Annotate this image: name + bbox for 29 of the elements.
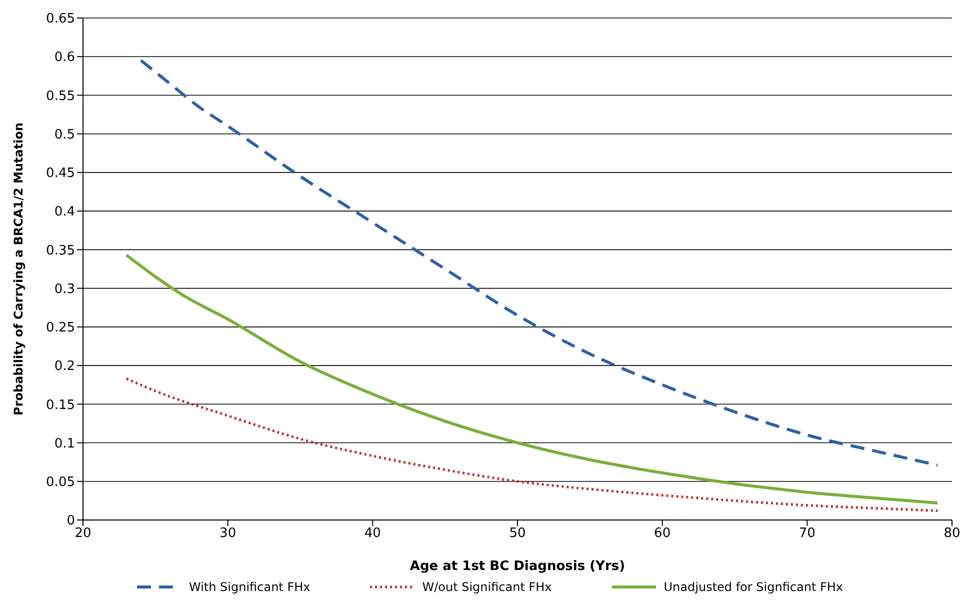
y-tick-label: 0.6: [54, 50, 75, 66]
x-tick-label: 70: [798, 526, 816, 542]
y-tick-label: 0.1: [54, 436, 75, 452]
x-tick-label: 20: [74, 526, 92, 542]
y-tick-label: 0.65: [46, 12, 75, 27]
y-tick-label: 0.25: [46, 320, 75, 336]
legend-label: With Significant FHx: [188, 580, 310, 594]
x-tick-label: 40: [364, 526, 381, 542]
y-tick-label: 0.45: [46, 166, 75, 182]
x-tick-label: 50: [509, 526, 526, 542]
legend-label: W/out Significant FHx: [422, 580, 552, 594]
line-series: [139, 58, 940, 467]
x-tick-label: 80: [944, 526, 960, 542]
y-tick-label: 0.5: [54, 127, 75, 142]
line-series: [124, 254, 940, 505]
y-tick-label: 0: [66, 514, 75, 529]
y-tick-label: 0.05: [46, 475, 75, 490]
y-tick-label: 0.35: [46, 243, 75, 258]
y-tick-label: 0.3: [54, 282, 75, 297]
y-tick-label: 0.55: [46, 88, 75, 104]
y-tick-label: 0.4: [54, 204, 75, 220]
line-series: [125, 377, 939, 512]
y-tick-label: 0.2: [54, 359, 75, 374]
x-axis-title: Age at 1st BC Diagnosis (Yrs): [410, 559, 626, 574]
legend-label: Unadjusted for Signficant FHx: [664, 580, 843, 594]
y-tick-label: 0.15: [46, 398, 75, 413]
y-axis-title: Probability of Carrying a BRCA1/2 Mutation: [11, 122, 26, 416]
x-tick-label: 60: [654, 526, 671, 542]
x-tick-label: 30: [220, 526, 236, 542]
